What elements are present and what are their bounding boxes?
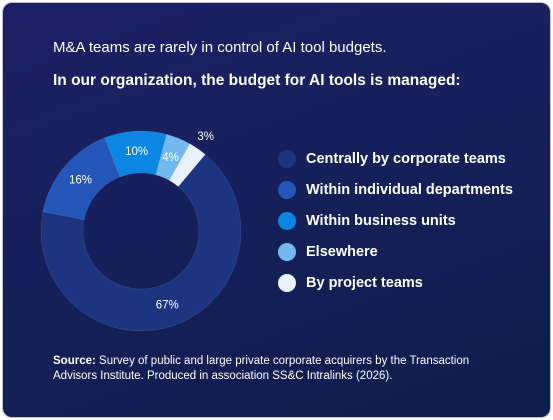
data-label: 4% bbox=[162, 152, 179, 164]
donut-slice bbox=[155, 134, 191, 181]
data-label: 16% bbox=[69, 174, 92, 186]
data-label: 10% bbox=[125, 146, 148, 158]
legend-label: Within individual departments bbox=[306, 182, 513, 198]
legend-label: Within business units bbox=[306, 213, 456, 229]
source-note: Source: Survey of public and large priva… bbox=[53, 354, 483, 384]
legend-label: Elsewhere bbox=[306, 244, 378, 260]
legend-swatch bbox=[278, 150, 296, 168]
data-label: 67% bbox=[156, 300, 179, 312]
legend-swatch bbox=[278, 212, 296, 230]
data-label: 3% bbox=[197, 131, 214, 143]
title: M&A teams are rarely in control of AI to… bbox=[53, 39, 387, 56]
chart: 67% 16% 10% 4% 3% Centrally by corporate team… bbox=[40, 130, 513, 332]
source-label: Source: bbox=[53, 355, 96, 367]
legend-swatch bbox=[278, 243, 296, 261]
legend-label: Centrally by corporate teams bbox=[306, 151, 506, 167]
source-text: Survey of public and large private corpo… bbox=[53, 355, 470, 382]
donut-slice bbox=[40, 154, 242, 332]
legend-swatch bbox=[278, 274, 296, 292]
legend-swatch bbox=[278, 181, 296, 199]
donut-slice bbox=[42, 137, 121, 221]
legend-label: By project teams bbox=[306, 275, 423, 291]
donut-slice bbox=[168, 143, 206, 187]
subtitle: In our organization, the budget for AI t… bbox=[53, 72, 461, 89]
